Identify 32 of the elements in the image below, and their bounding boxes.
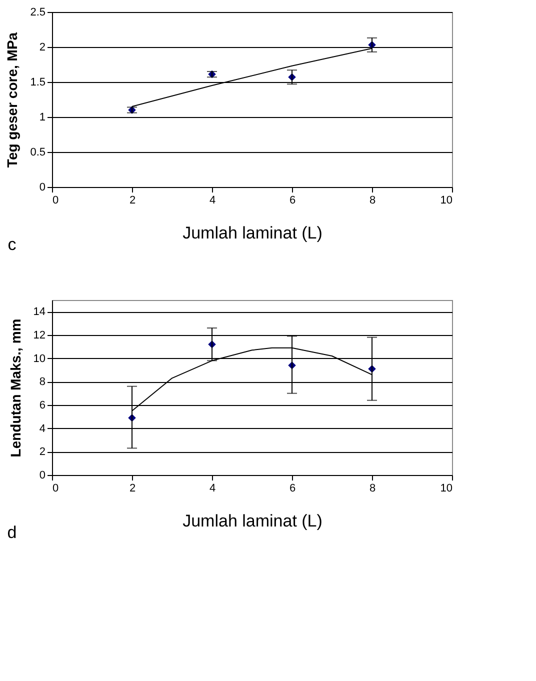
y-tick-label: 2 (39, 42, 46, 54)
x-tick-label: 6 (289, 194, 296, 206)
x-tick-label: 10 (440, 482, 452, 494)
x-tick-label: 2 (129, 482, 136, 494)
y-tick-label: 6 (39, 400, 46, 412)
x-tick-label: 8 (369, 482, 376, 494)
text: d (7, 523, 17, 542)
y-axis-title: Lendutan Maks., mm (7, 318, 24, 458)
y-tick-label: 10 (33, 352, 46, 365)
y-tick-label: 1 (39, 112, 46, 124)
x-tick-label: 0 (52, 194, 59, 206)
y-tick-label: 4 (39, 422, 46, 435)
x-axis-title: Jumlah laminat (L) (182, 512, 322, 530)
x-tick-label: 4 (209, 482, 216, 494)
y-tick-label: 1.5 (30, 76, 46, 88)
y-axis-title: Teg geser core, MPa (4, 32, 20, 168)
y-tick-label: 12 (33, 330, 46, 342)
y-tick-label: 2.5 (30, 6, 46, 18)
y-tick-label: 8 (39, 376, 46, 388)
x-tick-label: 6 (289, 482, 296, 494)
x-tick-label: 2 (129, 194, 136, 206)
x-tick-label: 4 (209, 194, 216, 206)
y-tick-label: 0 (39, 182, 46, 194)
y-tick-label: 0.5 (30, 146, 46, 158)
y-tick-label: 14 (33, 306, 46, 318)
x-axis-title: Jumlah laminat (L) (182, 224, 322, 242)
text: c (8, 235, 17, 254)
x-tick-label: 8 (369, 194, 376, 206)
y-tick-label: 0 (39, 470, 46, 482)
x-tick-label: 10 (440, 194, 452, 206)
y-tick-label: 2 (39, 446, 46, 458)
x-tick-label: 0 (52, 482, 59, 494)
